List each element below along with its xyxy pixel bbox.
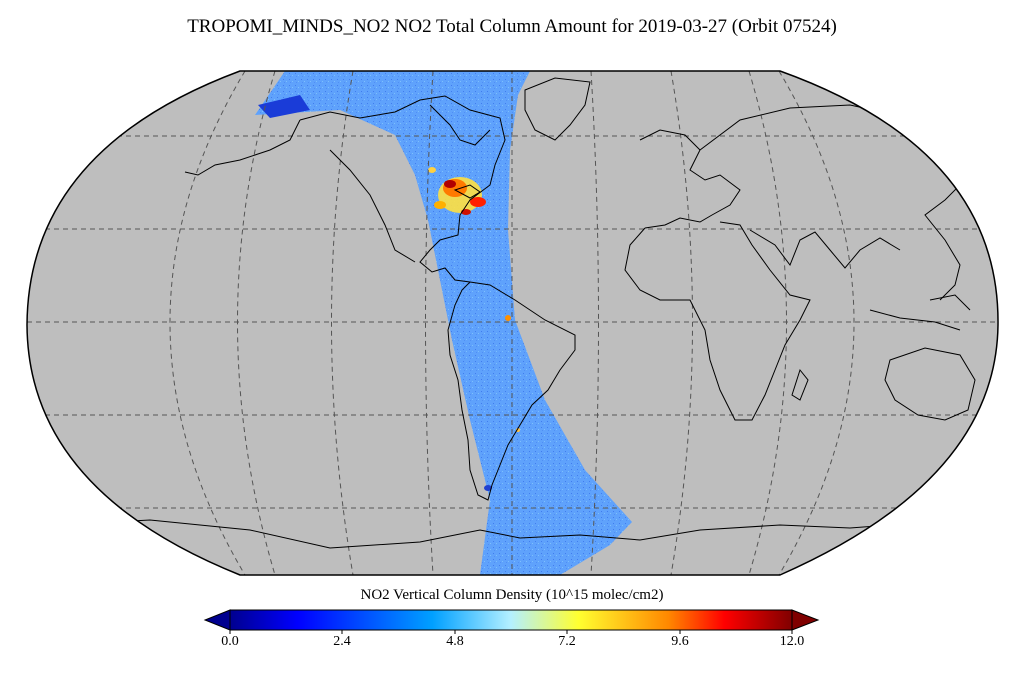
colorbar-tick-label: 0.0 xyxy=(221,634,239,649)
colorbar-label: NO2 Vertical Column Density (10^15 molec… xyxy=(360,587,664,603)
colorbar-tick-label: 9.6 xyxy=(671,634,689,649)
colorbar-gradient xyxy=(229,609,793,631)
colorbar-ticks xyxy=(229,630,793,634)
globe-outline xyxy=(26,70,999,576)
colorbar-extend-max xyxy=(791,609,820,631)
colorbar-tick-label: 7.2 xyxy=(558,634,576,649)
no2-swath xyxy=(255,71,632,575)
hotspot-south-america xyxy=(505,315,511,321)
colorbar xyxy=(203,609,820,634)
hotspot-patagonia xyxy=(484,485,492,491)
coastlines xyxy=(59,77,999,549)
graticule xyxy=(27,71,999,575)
hotspot-south-america-2 xyxy=(516,428,520,432)
colorbar-tick-label: 12.0 xyxy=(779,634,805,649)
colorbar-tick-label: 2.4 xyxy=(333,634,351,649)
colorbar-tick-label: 4.8 xyxy=(446,634,464,649)
figure-title: TROPOMI_MINDS_NO2 NO2 Total Column Amoun… xyxy=(187,16,837,37)
arctic-low-values xyxy=(258,95,310,118)
colorbar-extend-min xyxy=(203,609,231,631)
